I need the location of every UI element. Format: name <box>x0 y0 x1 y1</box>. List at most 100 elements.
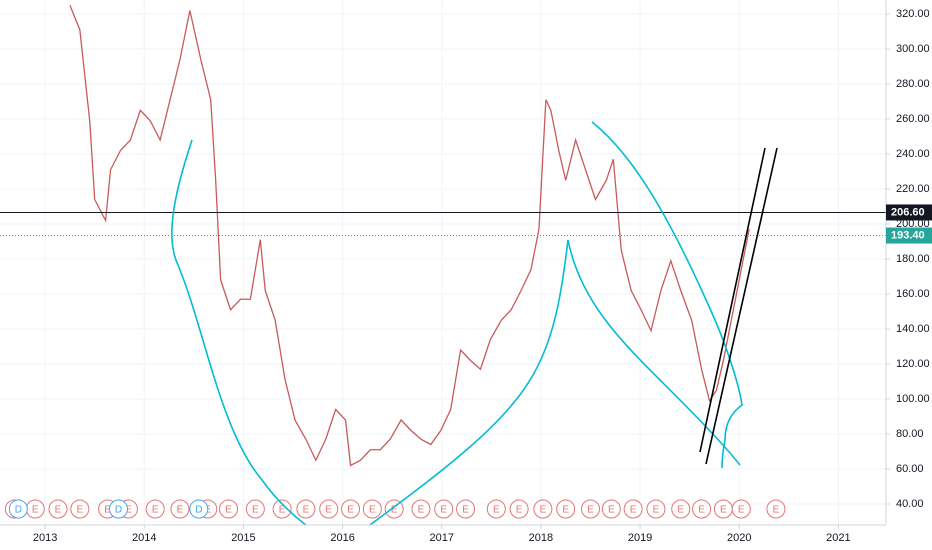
y-tick-label: 220.00 <box>896 183 930 195</box>
x-tick-label: 2018 <box>529 532 553 544</box>
y-tick-label: 140.00 <box>896 323 930 335</box>
event-marker <box>766 499 786 519</box>
event-marker <box>145 499 165 519</box>
event-marker <box>8 499 28 519</box>
event-label: E <box>677 505 684 516</box>
event-marker <box>623 499 643 519</box>
event-marker <box>646 499 666 519</box>
y-tick-label: 260.00 <box>896 113 930 125</box>
event-marker <box>456 499 476 519</box>
event-label: E <box>303 505 310 516</box>
y-tick-label: 280.00 <box>896 78 930 90</box>
event-marker <box>556 499 576 519</box>
event-marker <box>671 499 691 519</box>
event-label: E <box>76 505 83 516</box>
event-label: E <box>369 505 376 516</box>
price-tag-label: 206.60 <box>891 206 925 218</box>
event-label: E <box>225 505 232 516</box>
y-tick-label: 200.00 <box>896 218 930 230</box>
grid <box>0 0 886 525</box>
event-label: E <box>653 505 660 516</box>
event-label: E <box>608 505 615 516</box>
price-tag <box>886 204 932 221</box>
x-tick-label: 2015 <box>231 532 255 544</box>
x-tick-label: 2020 <box>727 532 751 544</box>
event-label: E <box>325 505 332 516</box>
y-tick-label: 240.00 <box>896 148 930 160</box>
event-label: E <box>279 505 286 516</box>
x-tick-label: 2017 <box>430 532 454 544</box>
event-label: E <box>418 505 425 516</box>
y-tick-label: 300.00 <box>896 43 930 55</box>
event-label: D <box>195 505 202 516</box>
event-label: E <box>493 505 500 516</box>
event-label: E <box>440 505 447 516</box>
event-marker <box>272 499 292 519</box>
event-marker <box>692 499 712 519</box>
trend-line <box>705 147 778 465</box>
event-label: D <box>115 505 122 516</box>
event-marker <box>581 499 601 519</box>
event-marker <box>341 499 361 519</box>
event-marker <box>70 499 90 519</box>
event-label: E <box>587 505 594 516</box>
event-label: E <box>738 505 745 516</box>
event-label: E <box>516 505 523 516</box>
event-marker <box>434 499 454 519</box>
event-marker <box>219 499 239 519</box>
event-label: E <box>540 505 547 516</box>
event-marker <box>245 499 265 519</box>
y-tick-label: 120.00 <box>896 358 930 370</box>
y-tick-label: 60.00 <box>896 463 924 475</box>
price-line <box>69 5 750 467</box>
trend-line <box>699 147 766 453</box>
event-marker <box>601 499 621 519</box>
event-label: D <box>15 505 22 516</box>
event-marker <box>189 499 209 519</box>
event-marker <box>362 499 382 519</box>
event-label: E <box>391 505 398 516</box>
event-marker <box>533 499 553 519</box>
event-label: E <box>773 505 780 516</box>
event-marker <box>48 499 68 519</box>
event-marker <box>108 499 128 519</box>
axes: 40.00 60.00 80.00 100.00 120.00 140.00 160.00 1… <box>33 8 932 544</box>
event-marker <box>411 499 431 519</box>
y-tick-label: 180.00 <box>896 253 930 265</box>
x-tick-label: 2019 <box>628 532 652 544</box>
event-label: E <box>562 505 569 516</box>
plot: EEEEEEEEEEEEEEEEEEEEEEEEEEEEEEEEEDDD <box>0 5 886 519</box>
event-label: E <box>347 505 354 516</box>
event-marker <box>319 499 339 519</box>
event-label: E <box>177 505 184 516</box>
drawing-curve <box>171 139 308 525</box>
event-label: E <box>152 505 159 516</box>
event-label: E <box>55 505 62 516</box>
x-tick-label: 2014 <box>132 532 156 544</box>
event-label: E <box>252 505 259 516</box>
y-tick-label: 320.00 <box>896 8 930 20</box>
drawing-curve <box>591 121 743 469</box>
event-label: E <box>630 505 637 516</box>
event-marker <box>486 499 506 519</box>
event-marker <box>296 499 316 519</box>
event-label: E <box>698 505 705 516</box>
y-tick-label: 100.00 <box>896 393 930 405</box>
event-label: E <box>104 505 111 516</box>
drawings <box>171 121 778 525</box>
event-label: E <box>32 505 39 516</box>
x-tick-label: 2021 <box>826 532 850 544</box>
event-label: E <box>720 505 727 516</box>
event-marker <box>731 499 751 519</box>
event-label: E <box>462 505 469 516</box>
drawing-curve <box>369 239 741 525</box>
price-tag-label: 193.40 <box>891 229 925 241</box>
price-tag <box>886 227 932 244</box>
y-tick-label: 160.00 <box>896 288 930 300</box>
y-tick-label: 80.00 <box>896 428 924 440</box>
event-label: E <box>125 505 132 516</box>
x-tick-label: 2016 <box>330 532 354 544</box>
y-tick-label: 40.00 <box>896 498 924 510</box>
event-marker <box>170 499 190 519</box>
